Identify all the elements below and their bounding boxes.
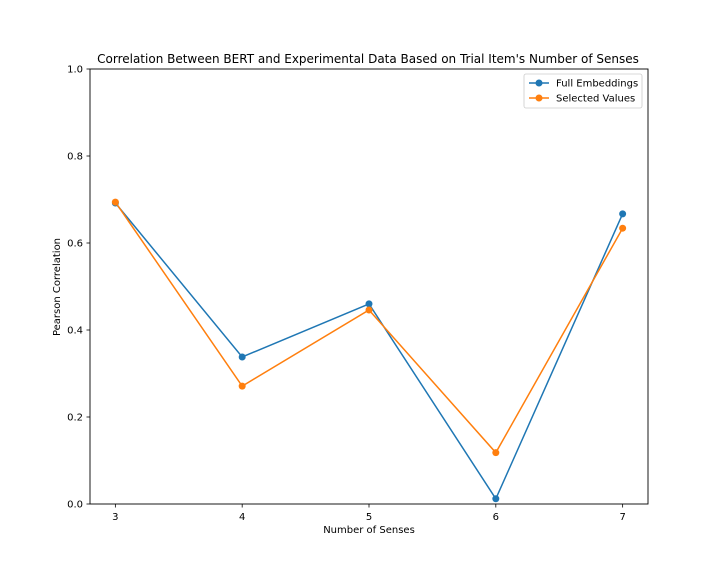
data-point xyxy=(619,210,627,218)
y-tick-label: 0.4 xyxy=(67,326,83,337)
x-tick-label: 3 xyxy=(112,512,118,523)
data-point xyxy=(238,353,246,361)
series-layer xyxy=(111,198,627,503)
legend-label: Full Embeddings xyxy=(556,79,638,90)
y-tick-label: 0.0 xyxy=(67,500,83,511)
legend: Full Embeddings Selected Values xyxy=(523,73,643,109)
x-tick-label: 6 xyxy=(493,512,499,523)
y-tick-label: 0.8 xyxy=(67,152,83,163)
x-tick-label: 4 xyxy=(239,512,245,523)
y-axis: 0.0 0.2 0.4 0.6 0.8 1.0 xyxy=(67,65,90,511)
chart-title: Correlation Between BERT and Experimenta… xyxy=(97,52,639,66)
legend-box xyxy=(523,73,643,109)
legend-marker xyxy=(535,79,543,87)
plot-area xyxy=(90,69,648,504)
legend-items: Full Embeddings Selected Values xyxy=(529,79,638,105)
y-tick-label: 1.0 xyxy=(67,65,83,76)
x-axis-label: Number of Senses xyxy=(323,525,415,536)
data-point xyxy=(492,495,500,503)
data-point xyxy=(492,449,500,457)
x-axis: 3 4 5 6 7 xyxy=(112,504,626,523)
legend-label: Selected Values xyxy=(556,94,635,105)
x-tick-label: 5 xyxy=(366,512,372,523)
x-tick-label: 7 xyxy=(619,512,625,523)
data-point xyxy=(111,198,119,206)
data-point xyxy=(619,224,627,232)
y-tick-label: 0.6 xyxy=(67,239,83,250)
legend-marker xyxy=(535,94,543,102)
data-point xyxy=(238,382,246,390)
y-axis-label: Pearson Correlation xyxy=(52,238,63,336)
data-point xyxy=(365,300,373,308)
y-tick-label: 0.2 xyxy=(67,413,83,424)
data-point xyxy=(365,306,373,314)
